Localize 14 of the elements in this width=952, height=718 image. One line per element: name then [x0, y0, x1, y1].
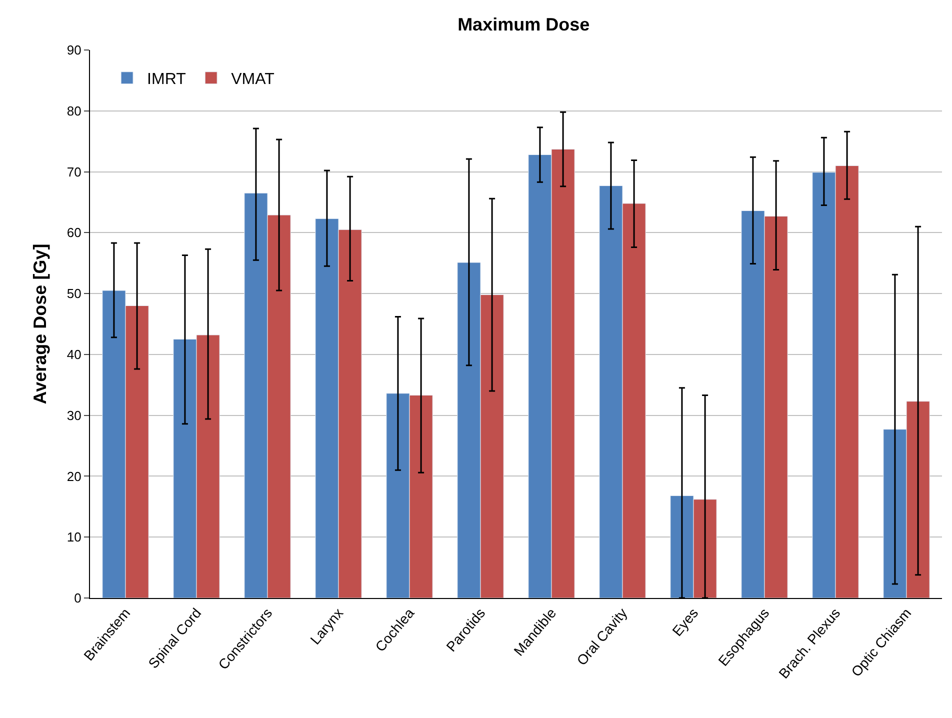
y-tick-label: 10	[66, 530, 82, 545]
legend-label: IMRT	[147, 71, 186, 88]
y-tick-label: 30	[66, 408, 82, 423]
y-tick-label: 60	[66, 225, 82, 240]
y-tick-label: 0	[74, 590, 82, 606]
y-tick-label: 80	[66, 103, 82, 118]
chart-title: Maximum Dose	[458, 14, 590, 35]
y-tick-label: 50	[66, 286, 82, 302]
y-tick-label: 90	[66, 42, 82, 58]
y-tick-label: 40	[66, 346, 82, 362]
y-tick-label: 20	[66, 468, 82, 484]
y-tick-label: 70	[66, 164, 82, 180]
y-axis-title: Average Dose [Gy]	[30, 244, 50, 404]
legend-label: VMAT	[231, 71, 275, 88]
